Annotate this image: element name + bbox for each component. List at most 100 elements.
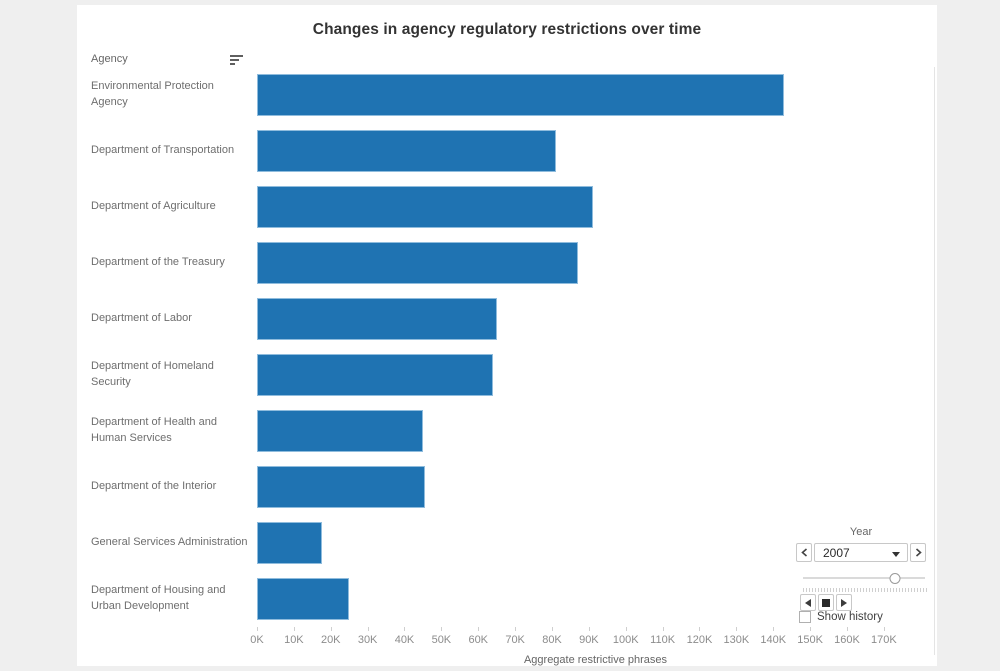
bar-area — [257, 123, 934, 179]
x-axis-tick-mark — [810, 627, 812, 631]
x-axis-title: Aggregate restrictive phrases — [523, 654, 668, 666]
x-axis-tick-mark — [404, 627, 406, 631]
bar-area — [257, 179, 934, 235]
bar[interactable] — [257, 298, 497, 340]
sort-descending-icon[interactable] — [230, 55, 244, 66]
x-axis-tick-mark — [367, 627, 369, 631]
x-axis-tick-label: 30K — [357, 634, 378, 646]
agency-row-label[interactable]: General Services Administration — [91, 536, 248, 549]
x-axis-tick-label: 40K — [394, 634, 415, 646]
table-row: Department of the Treasury — [91, 235, 934, 291]
chart-rows: Environmental Protection Agency Departmen… — [91, 67, 934, 627]
page-title: Changes in agency regulatory restriction… — [312, 21, 702, 38]
x-axis-tick-mark — [883, 627, 885, 631]
agency-row-label[interactable]: Department of Labor — [91, 312, 192, 325]
year-slider[interactable] — [803, 573, 925, 584]
step-back-icon — [805, 598, 811, 607]
x-axis-tick-label: 150K — [797, 634, 823, 646]
column-header-label: Agency — [91, 53, 128, 65]
bar[interactable] — [257, 410, 423, 452]
chevron-right-icon — [915, 548, 922, 557]
bar[interactable] — [257, 578, 350, 620]
table-row: Department of the Interior — [91, 459, 934, 515]
x-axis-tick-mark — [662, 627, 664, 631]
year-previous-button[interactable] — [796, 543, 812, 562]
x-axis-tick-mark — [736, 627, 738, 631]
agency-row-label[interactable]: Department of Health and Human Services — [91, 416, 217, 444]
x-axis-tick-mark — [441, 627, 443, 631]
bar-area — [257, 459, 934, 515]
bar-area — [257, 347, 934, 403]
show-history-label[interactable]: Show history — [817, 611, 883, 623]
table-row: Environmental Protection Agency — [91, 67, 934, 123]
dashboard-card: Changes in agency regulatory restriction… — [77, 5, 937, 666]
x-axis: 0K 10K 20K 30K 40K 50K 60K 70K 80K 90K 100K 110K 120… — [250, 627, 934, 649]
agency-row-label[interactable]: Department of Housing and Urban Developm… — [91, 584, 226, 612]
bar-area — [257, 67, 934, 123]
agency-row-label[interactable]: Department of the Interior — [91, 480, 217, 493]
x-axis-tick-label: 170K — [870, 634, 897, 646]
x-axis-tick-label: 60K — [468, 634, 489, 646]
x-axis-tick-label: 50K — [431, 634, 452, 646]
x-axis-tick-mark — [625, 627, 627, 631]
agency-row-label[interactable]: Department of Transportation — [91, 144, 235, 157]
x-axis-tick-mark — [846, 627, 848, 631]
step-back-button[interactable] — [800, 594, 816, 611]
bar-area — [257, 403, 934, 459]
slider-handle[interactable] — [889, 573, 901, 584]
x-axis-tick-mark — [588, 627, 590, 631]
x-axis-tick-label: 120K — [686, 634, 713, 646]
x-axis-tick-label: 100K — [612, 634, 639, 646]
x-axis-tick-label: 110K — [650, 634, 676, 646]
bar-area — [257, 571, 934, 627]
column-header-agency: Agency — [91, 53, 331, 69]
bar[interactable] — [257, 130, 556, 172]
x-axis-tick-label: 130K — [723, 634, 750, 646]
slider-track[interactable] — [803, 577, 925, 579]
x-axis-tick-mark — [551, 627, 553, 631]
x-axis-tick-mark — [515, 627, 517, 631]
table-row: Department of Housing and Urban Developm… — [91, 571, 934, 627]
table-row: Department of Transportation — [91, 123, 934, 179]
bar[interactable] — [257, 466, 425, 508]
x-axis-tick-label: 10K — [284, 634, 304, 646]
stop-button[interactable] — [818, 594, 834, 611]
bar[interactable] — [257, 522, 322, 564]
bar[interactable] — [257, 242, 578, 284]
x-axis-tick-label: 90K — [579, 634, 599, 646]
slider-tick-marks — [803, 588, 927, 592]
bar-area — [257, 515, 934, 571]
x-axis-tick-mark — [330, 627, 332, 631]
show-history-checkbox[interactable] — [799, 611, 811, 623]
table-row: Department of Agriculture — [91, 179, 934, 235]
bar[interactable] — [257, 74, 785, 116]
x-axis-tick-label: 80K — [542, 634, 562, 646]
step-forward-icon — [841, 598, 847, 607]
table-row: Department of Labor — [91, 291, 934, 347]
year-dropdown[interactable]: 2007 — [814, 543, 908, 562]
year-next-button[interactable] — [910, 543, 926, 562]
pane-right-border — [934, 67, 935, 655]
bar[interactable] — [257, 186, 593, 228]
agency-row-label[interactable]: Department of Homeland Security — [91, 360, 214, 388]
year-filter-label: Year — [849, 526, 873, 538]
x-axis-tick-label: 20K — [320, 634, 341, 646]
chevron-down-icon — [892, 552, 900, 557]
show-history-control[interactable]: Show history — [799, 611, 883, 623]
x-axis-tick-mark — [478, 627, 480, 631]
x-axis-tick-mark — [293, 627, 295, 631]
x-axis-tick-mark — [773, 627, 775, 631]
x-axis-tick-label: 140K — [760, 634, 787, 646]
table-row: Department of Health and Human Services — [91, 403, 934, 459]
agency-row-label[interactable]: Department of the Treasury — [91, 256, 225, 269]
agency-row-label[interactable]: Department of Agriculture — [91, 200, 216, 213]
bar[interactable] — [257, 354, 493, 396]
year-dropdown-value: 2007 — [823, 545, 850, 560]
agency-row-label[interactable]: Environmental Protection Agency — [91, 80, 214, 108]
stop-icon — [822, 598, 830, 607]
x-axis-tick-mark — [257, 627, 258, 631]
table-row: Department of Homeland Security — [91, 347, 934, 403]
bar-area — [257, 291, 934, 347]
step-forward-button[interactable] — [836, 594, 852, 611]
x-axis-tick-label: 0K — [250, 634, 264, 646]
